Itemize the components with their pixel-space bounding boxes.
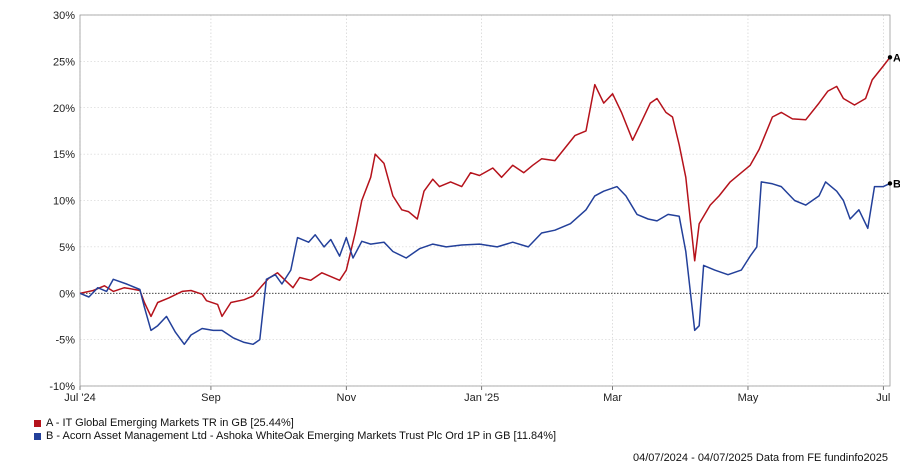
y-tick-label: 25% <box>53 56 75 68</box>
y-tick-label: 10% <box>53 196 75 208</box>
legend: A - IT Global Emerging Markets TR in GB … <box>34 417 556 443</box>
y-tick-label: 15% <box>53 149 75 161</box>
legend-item-a: A - IT Global Emerging Markets TR in GB … <box>34 417 556 430</box>
x-tick-label: Mar <box>603 392 622 404</box>
y-tick-label: 20% <box>53 103 75 115</box>
y-tick-label: -10% <box>49 381 75 393</box>
series-end-label-b: B <box>893 178 900 190</box>
legend-item-b: B - Acorn Asset Management Ltd - Ashoka … <box>34 430 556 443</box>
series-lines <box>79 55 893 346</box>
series-end-label-a: A <box>893 52 900 64</box>
axes <box>79 14 891 390</box>
y-tick-label: 0% <box>59 288 75 300</box>
series-line-a <box>79 56 891 318</box>
series-end-marker-a <box>887 55 893 60</box>
plot-frame <box>79 14 891 387</box>
y-tick-label: -5% <box>55 335 75 347</box>
line-chart: -10% -5% 0% 5% 10% 15% 20% 25% 30% Jul '24 Sep Nov J… <box>49 10 900 404</box>
source-footer: 04/07/2024 - 04/07/2025 Data from FE fun… <box>632 452 888 464</box>
y-tick-label: 5% <box>59 242 75 254</box>
x-tick-label: Jul <box>876 392 890 404</box>
x-tick-label: Jan '25 <box>464 392 499 404</box>
series-line-b <box>79 181 891 346</box>
series-end-marker-b <box>887 181 893 186</box>
x-tick-label: Nov <box>337 392 357 404</box>
x-tick-label: Sep <box>201 392 221 404</box>
legend-label-a: A - IT Global Emerging Markets TR in GB … <box>46 417 294 429</box>
gridlines <box>79 14 890 387</box>
x-tick-label: May <box>738 392 759 404</box>
tick-labels: -10% -5% 0% 5% 10% 15% 20% 25% 30% Jul '24 Sep Nov J… <box>49 10 900 404</box>
y-tick-label: 30% <box>53 10 75 22</box>
legend-swatch-a <box>34 420 41 427</box>
legend-swatch-b <box>34 433 41 440</box>
legend-label-b: B - Acorn Asset Management Ltd - Ashoka … <box>46 430 557 442</box>
x-tick-label: Jul '24 <box>64 392 95 404</box>
